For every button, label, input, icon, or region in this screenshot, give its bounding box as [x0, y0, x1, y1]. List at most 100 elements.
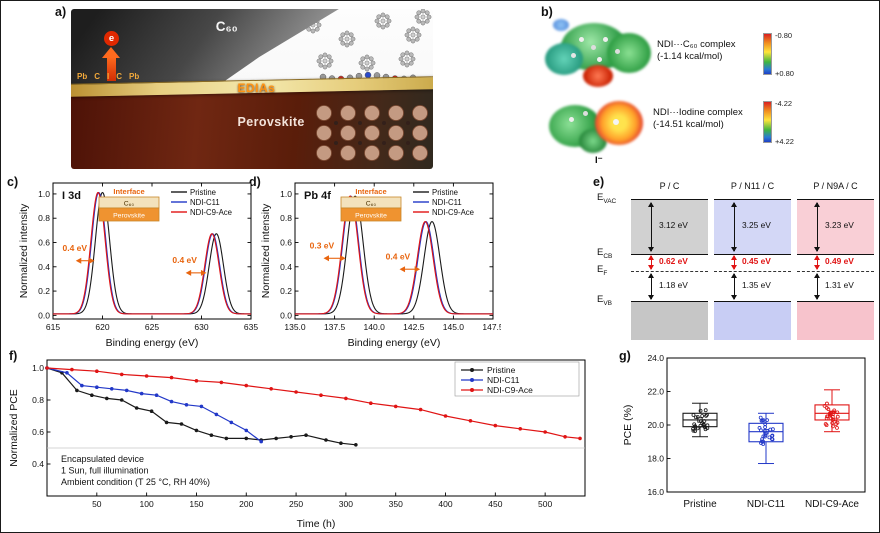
evb-line: [631, 301, 708, 302]
spectrum-NDI-C9-Ace: [295, 195, 493, 315]
esp-lobe: [615, 49, 620, 54]
ecb-ef-value: 0.45 eV: [742, 256, 771, 266]
svg-text:0.2: 0.2: [38, 286, 50, 296]
colorbar1-max: +0.80: [775, 69, 794, 78]
atom-label: Pb: [77, 72, 88, 81]
evac-ecb-arrow: [813, 202, 820, 252]
svg-text:140.0: 140.0: [364, 322, 386, 332]
svg-text:50: 50: [92, 499, 102, 509]
ef-evb-value: 1.35 eV: [742, 280, 771, 290]
svg-text:Normalized PCE: Normalized PCE: [8, 389, 20, 467]
svg-text:0.6: 0.6: [38, 238, 50, 248]
svg-text:24.0: 24.0: [647, 353, 664, 363]
panel-label-d: d): [249, 175, 261, 189]
svg-text:200: 200: [239, 499, 253, 509]
svg-text:Pristine: Pristine: [683, 499, 717, 510]
ecb-ef-arrow: [813, 255, 820, 270]
evac-ecb-value: 3.25 eV: [742, 220, 771, 230]
svg-text:350: 350: [389, 499, 403, 509]
xps-i3d-chart: 615 620 625 630 635 0.0 0.2 0.4 0.6 0.8 1.0 Binding…: [18, 182, 258, 349]
svg-text:0.4 eV: 0.4 eV: [62, 243, 87, 253]
svg-text:620: 620: [95, 322, 109, 332]
complex2-text: NDI···Iodine complex (-14.51 kcal/mol): [653, 107, 743, 132]
panel-label-f: f): [9, 349, 18, 363]
axis-label-EF: EF: [597, 264, 608, 277]
stability-chart: 50 100 150 200 250 300 350 400 450 500 0.4 0.6 0.8 1.…: [8, 359, 586, 530]
svg-text:C₆₀: C₆₀: [124, 201, 135, 208]
svg-text:PCE (%): PCE (%): [622, 405, 634, 446]
svg-text:147.5: 147.5: [482, 322, 501, 332]
electron-arrow-icon: [102, 47, 120, 81]
device-schematic: C₆₀ e Pb C I C Pb EDIAs Perovskite: [71, 9, 433, 169]
complex1-name: NDI···C₆₀ complex: [657, 39, 736, 50]
svg-text:NDI-C9-Ace: NDI-C9-Ace: [487, 385, 533, 395]
ecb-line: [714, 254, 791, 255]
esp-lobe: [579, 37, 584, 42]
conduction-region: [631, 200, 708, 254]
spectrum-NDI-C9-Ace: [53, 191, 251, 315]
axis-label-EVB: EVB: [597, 294, 613, 307]
ecb-ef-value: 0.62 eV: [659, 256, 688, 266]
svg-text:0.4 eV: 0.4 eV: [172, 255, 197, 265]
svg-text:Normalized intensity: Normalized intensity: [18, 203, 30, 298]
svg-text:0.0: 0.0: [280, 310, 292, 320]
esp-lobe: [545, 43, 583, 75]
esp-panel: NDI···C₆₀ complex (-1.14 kcal/mol) -0.80…: [539, 7, 875, 173]
svg-text:NDI-C9-Ace: NDI-C9-Ace: [432, 208, 474, 217]
svg-text:400: 400: [438, 499, 452, 509]
svg-text:NDI-C9-Ace: NDI-C9-Ace: [805, 499, 859, 510]
svg-text:Pristine: Pristine: [487, 365, 516, 375]
esp-colorbar-2: [763, 101, 772, 143]
svg-text:0.4 eV: 0.4 eV: [386, 252, 411, 262]
svg-text:I 3d: I 3d: [62, 190, 81, 202]
evb-line: [797, 301, 874, 302]
c60-label: C₆₀: [215, 19, 238, 34]
svg-text:NDI-C11: NDI-C11: [747, 499, 786, 510]
svg-text:Perovskite: Perovskite: [355, 213, 387, 220]
svg-text:0.6: 0.6: [280, 238, 292, 248]
iodide-ion-label: I⁻: [595, 155, 603, 166]
svg-text:0.0: 0.0: [38, 310, 50, 320]
svg-text:Normalized intensity: Normalized intensity: [260, 203, 272, 298]
evac-line: [797, 199, 874, 200]
ef-line: [631, 271, 708, 272]
svg-text:635: 635: [244, 322, 258, 332]
evac-ecb-value: 3.23 eV: [825, 220, 854, 230]
svg-text:1.0: 1.0: [32, 363, 44, 373]
svg-text:0.8: 0.8: [32, 395, 44, 405]
axis-label-ECB: ECB: [597, 247, 613, 260]
complex1-energy: (-1.14 kcal/mol): [657, 51, 723, 63]
svg-text:450: 450: [488, 499, 502, 509]
esp-surface-ndi-c60: [545, 19, 653, 91]
box-NDI-C9-Ace: [814, 389, 850, 433]
svg-text:0.3 eV: 0.3 eV: [310, 241, 335, 251]
svg-text:500: 500: [538, 499, 552, 509]
esp-lobe: [569, 117, 574, 122]
column-header: P / N11 / C: [730, 181, 775, 191]
edias-label: EDIAs: [237, 81, 276, 95]
energy-column-2: P / N11 / C 3.25 eV 0.45 eV 1.35 eV: [714, 179, 791, 349]
esp-lobe: [597, 57, 602, 62]
atom-label: Pb: [129, 72, 140, 81]
svg-text:625: 625: [145, 322, 159, 332]
stability-note-2: 1 Sun, full illumination: [61, 466, 149, 476]
svg-text:100: 100: [140, 499, 154, 509]
perovskite-lattice-art: [316, 105, 428, 161]
column-header: P / C: [659, 181, 680, 191]
svg-text:250: 250: [289, 499, 303, 509]
valence-band: [631, 302, 708, 340]
ef-line: [714, 271, 791, 272]
ecb-line: [797, 254, 874, 255]
esp-lobe: [571, 53, 576, 58]
svg-text:C₆₀: C₆₀: [366, 201, 377, 208]
atom-label: C: [94, 72, 101, 81]
evac-ecb-value: 3.12 eV: [659, 220, 688, 230]
valence-band: [797, 302, 874, 340]
svg-text:Binding energy (eV): Binding energy (eV): [348, 337, 441, 349]
esp-colorbar-1: [763, 33, 772, 75]
svg-text:18.0: 18.0: [647, 454, 664, 464]
svg-text:NDI-C11: NDI-C11: [487, 375, 520, 385]
colorbar2-max: +4.22: [775, 137, 794, 146]
svg-text:0.4: 0.4: [38, 262, 50, 272]
